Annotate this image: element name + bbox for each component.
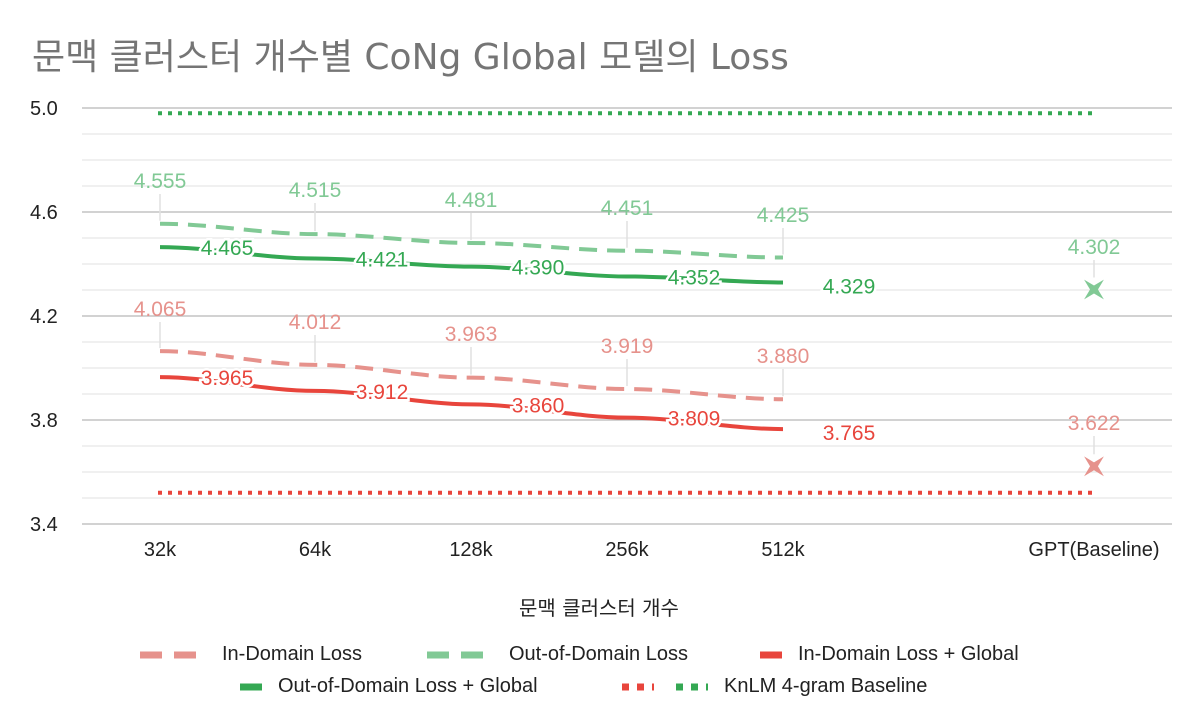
data-label: 4.352 <box>668 266 721 289</box>
legend-label: In-Domain Loss + Global <box>798 643 1019 665</box>
data-label: 4.481 <box>445 189 498 212</box>
data-label: 4.329 <box>823 275 876 298</box>
baseline-data-label: 4.302 <box>1068 236 1121 259</box>
legend-label: In-Domain Loss <box>222 643 363 665</box>
data-label: 3.912 <box>356 381 409 404</box>
x-tick-label: 32k <box>144 539 177 561</box>
data-label: 3.963 <box>445 323 498 346</box>
data-label: 3.860 <box>512 394 565 417</box>
data-label: 4.555 <box>134 170 187 193</box>
x-tick-label: 64k <box>299 539 332 561</box>
chart-title: 문맥 클러스터 개수별 CoNg Global 모델의 Loss <box>32 37 789 78</box>
legend-swatch-solid-green <box>240 683 262 690</box>
data-label: 4.065 <box>134 298 187 321</box>
y-tick-label: 5.0 <box>30 98 58 120</box>
legend-item-in-domain: In-Domain Loss <box>138 643 362 666</box>
y-tick-label: 3.4 <box>30 514 58 536</box>
legend-label: Out-of-Domain Loss + Global <box>278 675 538 697</box>
x-tick-label: 256k <box>605 539 649 561</box>
data-label: 4.390 <box>512 257 565 280</box>
data-label: 3.765 <box>823 422 876 445</box>
data-label: 3.809 <box>668 408 721 431</box>
data-label: 3.919 <box>601 335 654 358</box>
in-domain-loss-line <box>159 349 784 402</box>
in-domain-global-line <box>159 375 784 432</box>
data-label: 4.515 <box>289 179 342 202</box>
baseline-data-label: 3.622 <box>1068 412 1121 435</box>
x-tick-label: GPT(Baseline) <box>1028 539 1159 561</box>
legend-item-out-of-domain-global: Out-of-Domain Loss + Global <box>238 675 538 698</box>
legend-item-in-domain-global: In-Domain Loss + Global <box>758 643 1019 666</box>
legend-swatch-dashed-salmon <box>140 651 206 658</box>
data-label: 3.880 <box>757 345 810 368</box>
y-tick-label: 4.6 <box>30 202 58 224</box>
y-tick-label: 3.8 <box>30 410 58 432</box>
legend-swatch-solid-red <box>760 651 782 658</box>
data-label: 4.425 <box>757 204 810 227</box>
out-of-domain-global-line <box>159 245 784 285</box>
x-axis-title: 문맥 클러스터 개수 <box>519 596 679 620</box>
legend-row-1: In-Domain Loss Out-of-Domain Loss In-Dom… <box>0 643 1198 671</box>
y-tick-label: 4.2 <box>30 306 58 328</box>
out-of-domain-loss-line <box>159 221 784 260</box>
legend-row-2: Out-of-Domain Loss + Global KnLM 4-gram … <box>0 675 1198 703</box>
legend-item-out-of-domain: Out-of-Domain Loss <box>425 643 688 666</box>
baseline-star-marker <box>1084 279 1104 300</box>
legend-swatch-dotted-red-green <box>622 683 708 690</box>
data-label: 4.012 <box>289 311 342 334</box>
legend-item-knlm-baseline: KnLM 4-gram Baseline <box>620 675 927 698</box>
legend-swatch-dashed-lightgreen <box>427 651 493 658</box>
legend-label: KnLM 4-gram Baseline <box>724 675 928 697</box>
data-label: 4.465 <box>201 237 254 260</box>
legend-label: Out-of-Domain Loss <box>509 643 688 665</box>
x-tick-label: 128k <box>449 539 493 561</box>
x-tick-label: 512k <box>761 539 805 561</box>
baseline-star-marker <box>1084 456 1104 477</box>
data-label: 3.965 <box>201 367 254 390</box>
data-label: 4.451 <box>601 197 654 220</box>
data-label: 4.421 <box>356 249 409 272</box>
